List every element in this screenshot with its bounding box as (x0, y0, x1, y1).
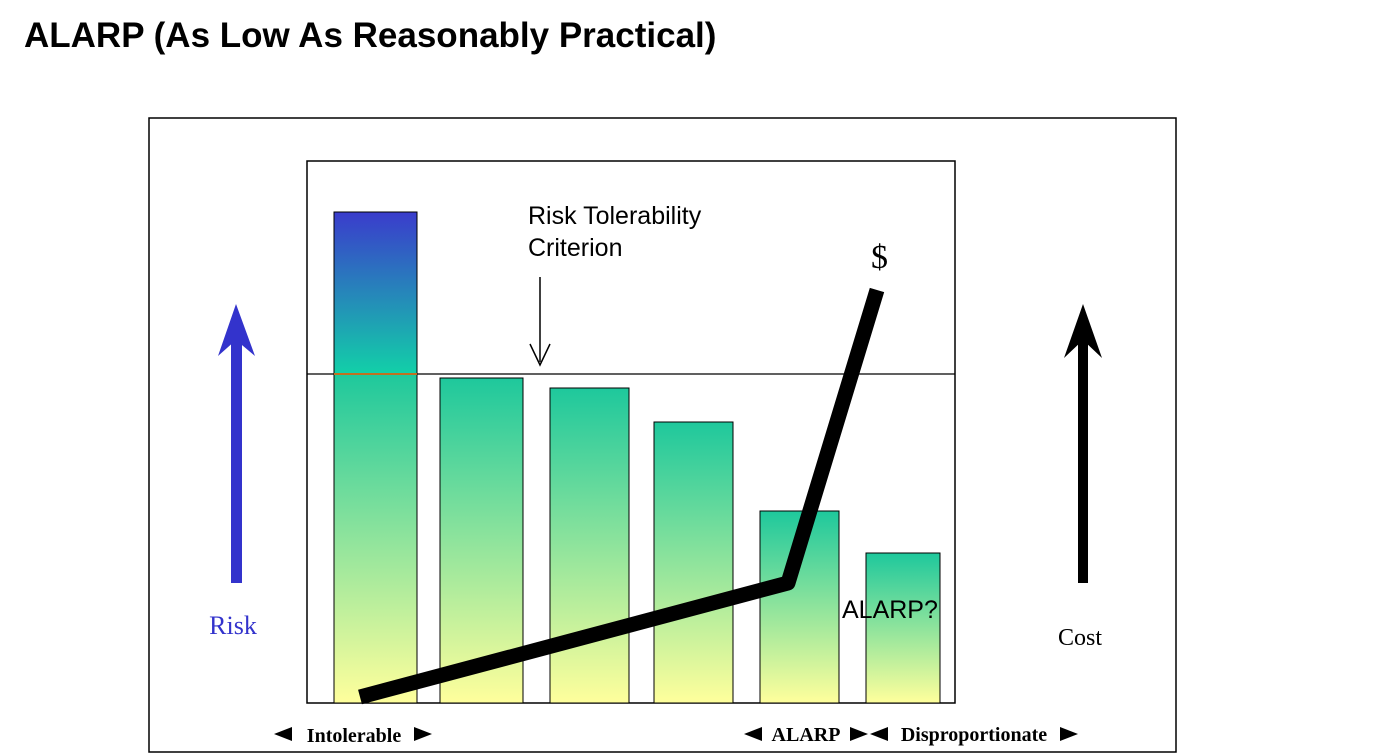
inner-frame (306, 160, 956, 704)
cost-arrow (1078, 340, 1088, 583)
risk-label: Risk (209, 611, 257, 640)
cost-symbol: $ (871, 239, 888, 276)
alarp-question: ALARP? (842, 596, 938, 624)
risk-arrowhead (218, 304, 255, 356)
cost-label: Cost (1058, 625, 1102, 651)
bar (439, 377, 524, 704)
bar (865, 552, 941, 704)
region-label: Intolerable (307, 725, 402, 747)
criterion-label: Risk Tolerability (528, 202, 702, 230)
cost-curve (358, 287, 885, 705)
region-arrows (274, 727, 1078, 741)
risk-arrow (231, 340, 242, 583)
criterion-label: Criterion (528, 234, 622, 262)
bar (549, 387, 630, 704)
criterion-arrowhead (529, 343, 551, 367)
region-label: Disproportionate (901, 724, 1047, 746)
outer-frame (148, 117, 1177, 753)
region-label: ALARP (772, 724, 841, 746)
bar-top (333, 211, 418, 375)
cost-arrowhead (1064, 304, 1102, 358)
bar (333, 373, 418, 704)
bar (653, 421, 734, 704)
title: ALARP (As Low As Reasonably Practical) (24, 16, 716, 55)
bars (333, 211, 941, 704)
